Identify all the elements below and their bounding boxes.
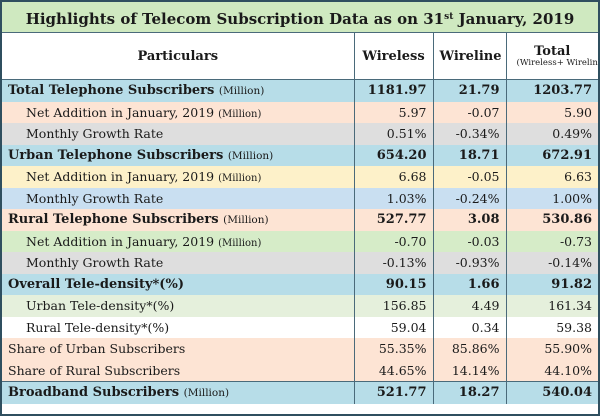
row-label: Urban Tele-density*(%)	[2, 295, 355, 317]
cell-wireless: 521.77	[353, 381, 434, 404]
table-header-row: Particulars Wireless Wireline Total (Wir…	[2, 33, 598, 80]
table-row: Share of Rural Subscribers 44.65% 14.14%…	[2, 359, 598, 382]
table-row: Rural Tele-density*(%) 59.04 0.34 59.38	[2, 316, 598, 338]
table-row: Urban Tele-density*(%) 156.85 4.49 161.3…	[2, 295, 598, 317]
cell-wireless: 90.15	[353, 273, 434, 295]
subscription-table: Particulars Wireless Wireline Total (Wir…	[2, 33, 598, 404]
cell-wireless: 1.03%	[353, 187, 434, 209]
header-total-sub: (Wireless+ Wireline)	[516, 58, 599, 68]
cell-total: 44.10%	[505, 359, 598, 382]
cell-wireline: 18.71	[432, 144, 507, 166]
table-row: Broadband Subscribers (Million) 521.77 1…	[2, 381, 598, 404]
cell-total: 6.63	[505, 166, 598, 188]
cell-total: 161.34	[505, 295, 598, 317]
cell-total: -0.14%	[505, 252, 598, 274]
row-label: Total Telephone Subscribers (Million)	[2, 79, 355, 102]
cell-wireless: 156.85	[353, 295, 434, 317]
cell-total: 55.90%	[505, 338, 598, 360]
row-label: Net Addition in January, 2019 (Million)	[2, 230, 355, 252]
row-label: Rural Telephone Subscribers (Million)	[2, 209, 355, 231]
row-label: Monthly Growth Rate	[2, 187, 355, 209]
cell-total: -0.73	[505, 230, 598, 252]
row-label: Net Addition in January, 2019 (Million)	[2, 101, 355, 123]
table-row: Share of Urban Subscribers 55.35% 85.86%…	[2, 338, 598, 360]
table-row: Monthly Growth Rate 1.03% -0.24% 1.00%	[2, 187, 598, 209]
row-label: Broadband Subscribers (Million)	[2, 381, 355, 404]
row-label: Monthly Growth Rate	[2, 123, 355, 145]
row-label: Rural Tele-density*(%)	[2, 316, 355, 338]
table-row: Rural Telephone Subscribers (Million) 52…	[2, 209, 598, 231]
cell-wireless: 654.20	[353, 144, 434, 166]
table-row: Total Telephone Subscribers (Million) 11…	[2, 79, 598, 102]
cell-wireline: -0.34%	[432, 123, 507, 145]
cell-wireless: -0.70	[353, 230, 434, 252]
cell-total: 59.38	[505, 316, 598, 338]
table-row: Monthly Growth Rate 0.51% -0.34% 0.49%	[2, 123, 598, 145]
page-title: Highlights of Telecom Subscription Data …	[2, 2, 598, 33]
row-label: Overall Tele-density*(%)	[2, 273, 355, 295]
cell-wireless: 44.65%	[353, 359, 434, 382]
table-row: Overall Tele-density*(%) 90.15 1.66 91.8…	[2, 273, 598, 295]
cell-total: 1.00%	[505, 187, 598, 209]
row-label: Urban Telephone Subscribers (Million)	[2, 144, 355, 166]
cell-wireline: 3.08	[432, 209, 507, 231]
row-label: Monthly Growth Rate	[2, 252, 355, 274]
title-text: Highlights of Telecom Subscription Data …	[25, 10, 445, 28]
header-wireless: Wireless	[353, 33, 434, 80]
cell-wireless: 59.04	[353, 316, 434, 338]
cell-wireless: 55.35%	[353, 338, 434, 360]
cell-wireline: -0.07	[432, 101, 507, 123]
cell-wireless: 0.51%	[353, 123, 434, 145]
cell-wireless: 5.97	[353, 101, 434, 123]
cell-wireline: -0.05	[432, 166, 507, 188]
cell-wireless: -0.13%	[353, 252, 434, 274]
cell-wireline: -0.03	[432, 230, 507, 252]
row-label: Share of Urban Subscribers	[2, 338, 355, 360]
cell-total: 5.90	[505, 101, 598, 123]
cell-wireline: 0.34	[432, 316, 507, 338]
cell-wireline: 21.79	[432, 79, 507, 102]
table-row: Monthly Growth Rate -0.13% -0.93% -0.14%	[2, 252, 598, 274]
table-row: Net Addition in January, 2019 (Million) …	[2, 101, 598, 123]
header-wireline: Wireline	[432, 33, 507, 80]
cell-wireline: 85.86%	[432, 338, 507, 360]
cell-wireline: -0.93%	[432, 252, 507, 274]
header-total-label: Total	[534, 44, 571, 59]
cell-wireline: 1.66	[432, 273, 507, 295]
cell-total: 1203.77	[505, 79, 598, 102]
cell-wireline: 18.27	[432, 381, 507, 404]
cell-wireline: 14.14%	[432, 359, 507, 382]
cell-total: 530.86	[505, 209, 598, 231]
cell-wireline: -0.24%	[432, 187, 507, 209]
table-row: Net Addition in January, 2019 (Million) …	[2, 166, 598, 188]
table-row: Urban Telephone Subscribers (Million) 65…	[2, 144, 598, 166]
cell-wireline: 4.49	[432, 295, 507, 317]
row-label: Net Addition in January, 2019 (Million)	[2, 166, 355, 188]
title-date: January, 2019	[453, 10, 575, 28]
cell-wireless: 6.68	[353, 166, 434, 188]
cell-wireless: 1181.97	[353, 79, 434, 102]
cell-total: 540.04	[505, 381, 598, 404]
header-total: Total (Wireless+ Wireline)	[505, 33, 599, 80]
title-superscript: st	[444, 12, 454, 22]
cell-total: 0.49%	[505, 123, 598, 145]
cell-wireless: 527.77	[353, 209, 434, 231]
table-row: Net Addition in January, 2019 (Million) …	[2, 230, 598, 252]
cell-total: 672.91	[505, 144, 598, 166]
row-label: Share of Rural Subscribers	[2, 359, 355, 382]
cell-total: 91.82	[505, 273, 598, 295]
header-particulars: Particulars	[2, 33, 355, 80]
